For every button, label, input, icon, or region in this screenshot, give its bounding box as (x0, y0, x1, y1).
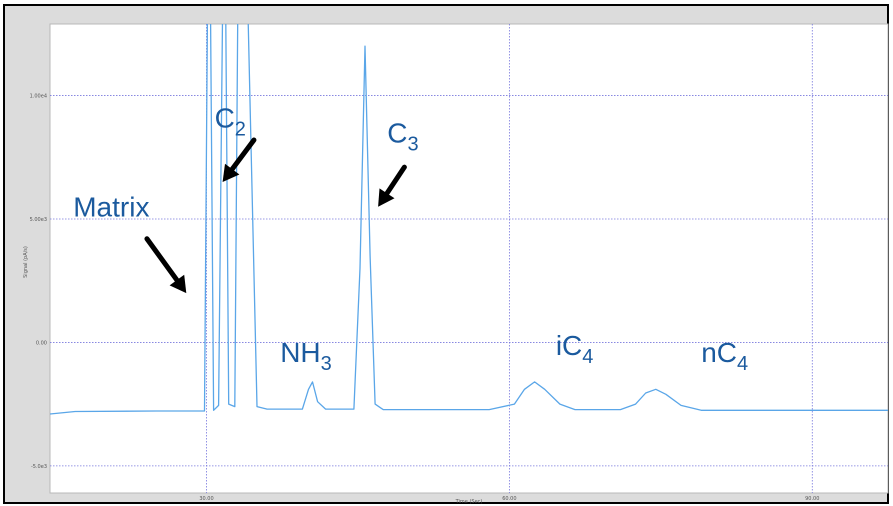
arrow-shaft (144, 236, 186, 291)
annotation-label: NH (280, 337, 320, 368)
x-tick-label: 30.00 (199, 496, 213, 502)
annotation-nh3: NH3 (280, 337, 332, 375)
series-line (50, 24, 888, 415)
annotation-arrow-c3 (378, 164, 407, 207)
annotation-subscript: 4 (737, 353, 748, 375)
annotation-subscript: 4 (582, 346, 593, 368)
annotation-label: Matrix (73, 192, 149, 223)
x-tick-label: 60.00 (502, 496, 516, 502)
y-tick-label: 1.00e4 (30, 94, 47, 100)
y-tick-label: -5.0e3 (31, 464, 47, 470)
annotation-label: iC (556, 330, 582, 361)
annotation-label: C (387, 117, 407, 148)
annotation-label: nC (701, 337, 737, 368)
arrow-head (378, 188, 395, 207)
plot-area (49, 23, 889, 494)
annotation-subscript: 3 (407, 133, 418, 155)
x-axis-label: Time (Sec) (455, 499, 483, 505)
arrow-head (222, 163, 240, 182)
annotation-matrix: Matrix (73, 192, 149, 223)
y-axis-label: Signal (pA/s) (23, 246, 29, 278)
annotation-ic4: iC4 (556, 330, 594, 368)
x-tick-label: 90.00 (805, 496, 819, 502)
annotation-arrow-matrix (144, 236, 187, 294)
arrow-head (169, 274, 187, 294)
annotation-c3: C3 (387, 117, 418, 155)
tick-labels: 30.00 60.00 90.00 -5.0e3 0.00 5.00e3 1.00e4 (30, 94, 820, 502)
y-tick-label: 5.00e3 (30, 217, 47, 223)
annotation-subscript: 2 (235, 119, 246, 141)
annotation-c2: C2 (215, 103, 246, 141)
y-tick-label: 0.00 (36, 340, 47, 346)
annotation-arrow-c2 (222, 137, 257, 182)
signal-trace (50, 24, 888, 415)
annotation-subscript: 3 (321, 353, 332, 375)
annotation-label: C (215, 103, 235, 134)
annotation-nc4: nC4 (701, 337, 748, 375)
